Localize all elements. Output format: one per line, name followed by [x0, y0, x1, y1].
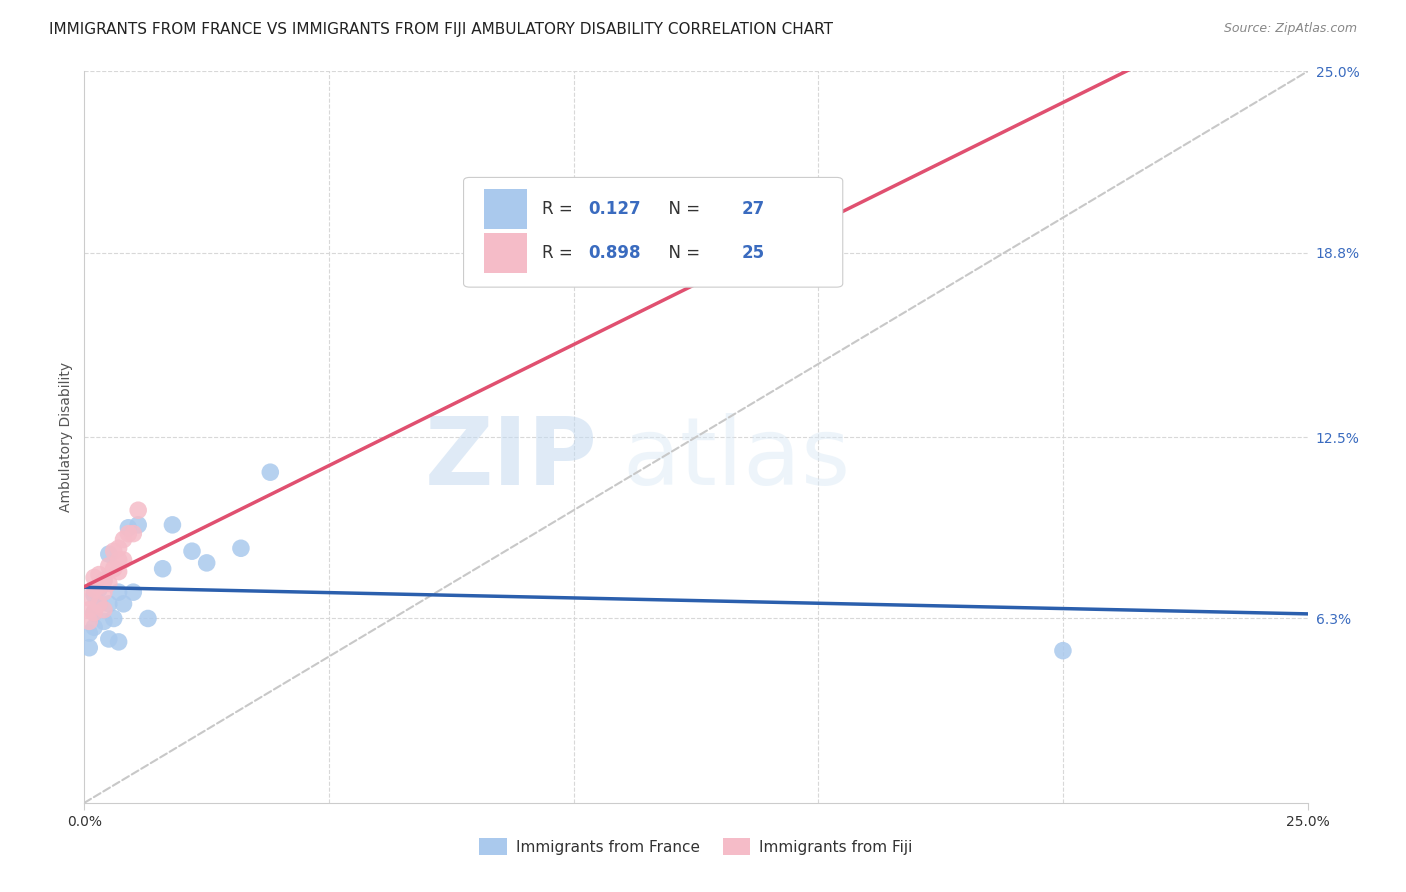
Point: [93, 574, 115, 588]
FancyBboxPatch shape: [464, 178, 842, 287]
Text: R =: R =: [541, 244, 578, 261]
FancyBboxPatch shape: [484, 189, 527, 229]
Point: [195, 556, 218, 570]
Point: [77, 603, 100, 617]
Point: [87, 579, 110, 593]
Y-axis label: Ambulatory Disability: Ambulatory Disability: [59, 362, 73, 512]
Legend: Immigrants from France, Immigrants from Fiji: Immigrants from France, Immigrants from …: [472, 832, 920, 861]
Point: [127, 517, 149, 532]
Text: atlas: atlas: [623, 413, 851, 505]
FancyBboxPatch shape: [484, 233, 527, 273]
Point: [112, 597, 135, 611]
Point: [87, 582, 110, 597]
Point: [152, 562, 174, 576]
Text: 0.898: 0.898: [588, 244, 641, 261]
Point: [77, 640, 100, 655]
Text: 0.127: 0.127: [588, 200, 641, 218]
Point: [83, 620, 105, 634]
Point: [97, 597, 120, 611]
Text: Source: ZipAtlas.com: Source: ZipAtlas.com: [1223, 22, 1357, 36]
Point: [97, 632, 120, 646]
Point: [83, 606, 105, 620]
Point: [136, 611, 159, 625]
Text: R =: R =: [541, 200, 578, 218]
Point: [83, 582, 105, 597]
Point: [93, 585, 115, 599]
Point: [117, 526, 139, 541]
Point: [97, 558, 120, 573]
Point: [107, 635, 129, 649]
Text: N =: N =: [658, 244, 706, 261]
Point: [87, 597, 110, 611]
Point: [229, 541, 252, 556]
Point: [181, 544, 204, 558]
Point: [103, 544, 125, 558]
Point: [117, 521, 139, 535]
Point: [259, 465, 281, 479]
Point: [107, 585, 129, 599]
Point: [87, 567, 110, 582]
Text: IMMIGRANTS FROM FRANCE VS IMMIGRANTS FROM FIJI AMBULATORY DISABILITY CORRELATION: IMMIGRANTS FROM FRANCE VS IMMIGRANTS FRO…: [49, 22, 834, 37]
Point: [77, 615, 100, 629]
Point: [162, 517, 184, 532]
Point: [97, 547, 120, 561]
Point: [93, 574, 115, 588]
Point: [107, 565, 129, 579]
Point: [112, 553, 135, 567]
Point: [807, 225, 830, 239]
Text: ZIP: ZIP: [425, 413, 598, 505]
Point: [127, 503, 149, 517]
Text: N =: N =: [658, 200, 706, 218]
Point: [107, 553, 129, 567]
Point: [97, 576, 120, 591]
Point: [87, 597, 110, 611]
Point: [77, 626, 100, 640]
Point: [77, 591, 100, 605]
Point: [83, 606, 105, 620]
Text: 25: 25: [741, 244, 765, 261]
Point: [103, 611, 125, 625]
Point: [103, 562, 125, 576]
Point: [83, 588, 105, 602]
Point: [107, 541, 129, 556]
Point: [1052, 643, 1074, 657]
Point: [112, 533, 135, 547]
Point: [93, 603, 115, 617]
Text: 27: 27: [741, 200, 765, 218]
Point: [83, 570, 105, 584]
Point: [122, 585, 145, 599]
Point: [122, 526, 145, 541]
Point: [93, 615, 115, 629]
